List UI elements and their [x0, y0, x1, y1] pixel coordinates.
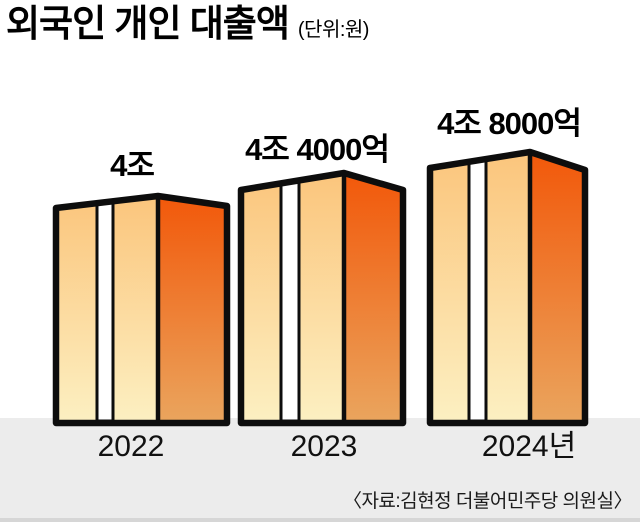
footer-band: [0, 418, 640, 522]
bar-outline: [52, 192, 231, 427]
bottom-edge-line: [0, 518, 640, 522]
bar-stripe: [95, 198, 115, 423]
header: 외국인 개인 대출액 (단위:원): [6, 2, 369, 46]
value-label-2023: 4조 4000억: [245, 132, 390, 167]
bar-2023: [237, 169, 407, 427]
bar-stripe: [467, 156, 488, 423]
bar-outline: [426, 148, 589, 427]
bar-2024: [426, 148, 589, 427]
year-label-2023: 2023: [290, 430, 358, 463]
chart-title: 외국인 개인 대출액: [6, 3, 290, 44]
bar-side-face: [344, 173, 403, 423]
unit-label: (단위:원): [297, 19, 370, 41]
year-label-2024: 2024년: [481, 430, 577, 463]
bar-outline: [237, 169, 407, 427]
bar-2022: [52, 192, 231, 427]
value-label-2024: 4조 8000억: [437, 106, 582, 141]
bar-side-face: [158, 196, 227, 423]
source-attribution: 〈자료:김현정 더불어민주당 의원실〉: [342, 491, 633, 512]
value-label-2022: 4조: [110, 148, 155, 183]
bar-stripe: [279, 177, 301, 423]
bar-side-face: [530, 152, 585, 423]
year-label-2022: 2022: [97, 430, 165, 463]
